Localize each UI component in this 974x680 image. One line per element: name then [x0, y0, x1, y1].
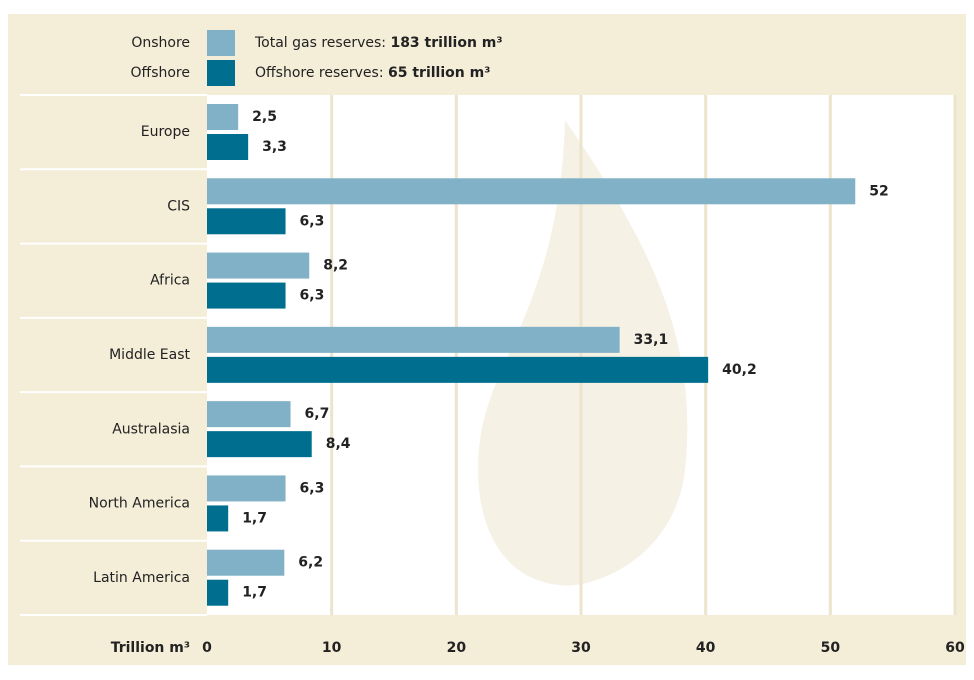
x-tick-label: 50 — [821, 640, 841, 656]
category-label: Africa — [150, 273, 190, 289]
annotation-label: Offshore reserves: — [255, 65, 384, 81]
bar — [207, 104, 239, 130]
value-label: 8,4 — [326, 436, 351, 452]
annotation-value: 65 trillion m³ — [388, 65, 490, 81]
legend-swatch — [207, 30, 235, 56]
value-label: 6,3 — [300, 288, 325, 304]
bar — [207, 475, 286, 502]
x-axis-label: Trillion m³ — [111, 640, 190, 656]
category-label: Latin America — [93, 570, 190, 586]
bar — [207, 252, 310, 279]
value-label: 6,3 — [300, 480, 325, 496]
legend-label: Offshore — [131, 65, 190, 81]
x-tick-label: 10 — [322, 640, 342, 656]
x-tick-label: 60 — [945, 640, 965, 656]
category-label: Europe — [141, 124, 190, 140]
value-label: 6,2 — [298, 555, 323, 571]
legend-label: Onshore — [131, 35, 190, 51]
value-label: 33,1 — [634, 332, 669, 348]
category-label: CIS — [167, 198, 190, 214]
bar — [207, 326, 620, 353]
bar — [207, 356, 709, 383]
value-label: 1,7 — [242, 585, 267, 601]
value-label: 2,5 — [252, 109, 277, 125]
value-label: 1,7 — [242, 510, 267, 526]
legend-swatch — [207, 60, 235, 86]
bar — [207, 208, 286, 235]
bar — [207, 505, 229, 532]
bar — [207, 134, 249, 160]
x-tick-label: 20 — [447, 640, 467, 656]
value-label: 6,7 — [305, 406, 330, 422]
value-label: 3,3 — [262, 139, 287, 155]
category-label: Middle East — [109, 347, 190, 363]
annotation: Total gas reserves: 183 trillion m³ — [254, 35, 503, 51]
value-label: 52 — [869, 183, 888, 199]
bar — [207, 431, 312, 458]
bar — [207, 178, 856, 205]
x-tick-label: 0 — [202, 640, 212, 656]
bar — [207, 282, 286, 309]
value-label: 6,3 — [300, 213, 325, 229]
bar — [207, 579, 229, 606]
category-label: Australasia — [112, 421, 190, 437]
annotation-label: Total gas reserves: — [254, 35, 386, 51]
value-label: 8,2 — [323, 258, 348, 274]
value-label: 40,2 — [722, 362, 757, 378]
annotation-value: 183 trillion m³ — [390, 35, 502, 51]
bar — [207, 549, 285, 576]
category-label: North America — [89, 496, 190, 512]
annotation: Offshore reserves: 65 trillion m³ — [255, 65, 490, 81]
x-tick-label: 30 — [571, 640, 591, 656]
x-tick-label: 40 — [696, 640, 716, 656]
bar — [207, 401, 291, 428]
